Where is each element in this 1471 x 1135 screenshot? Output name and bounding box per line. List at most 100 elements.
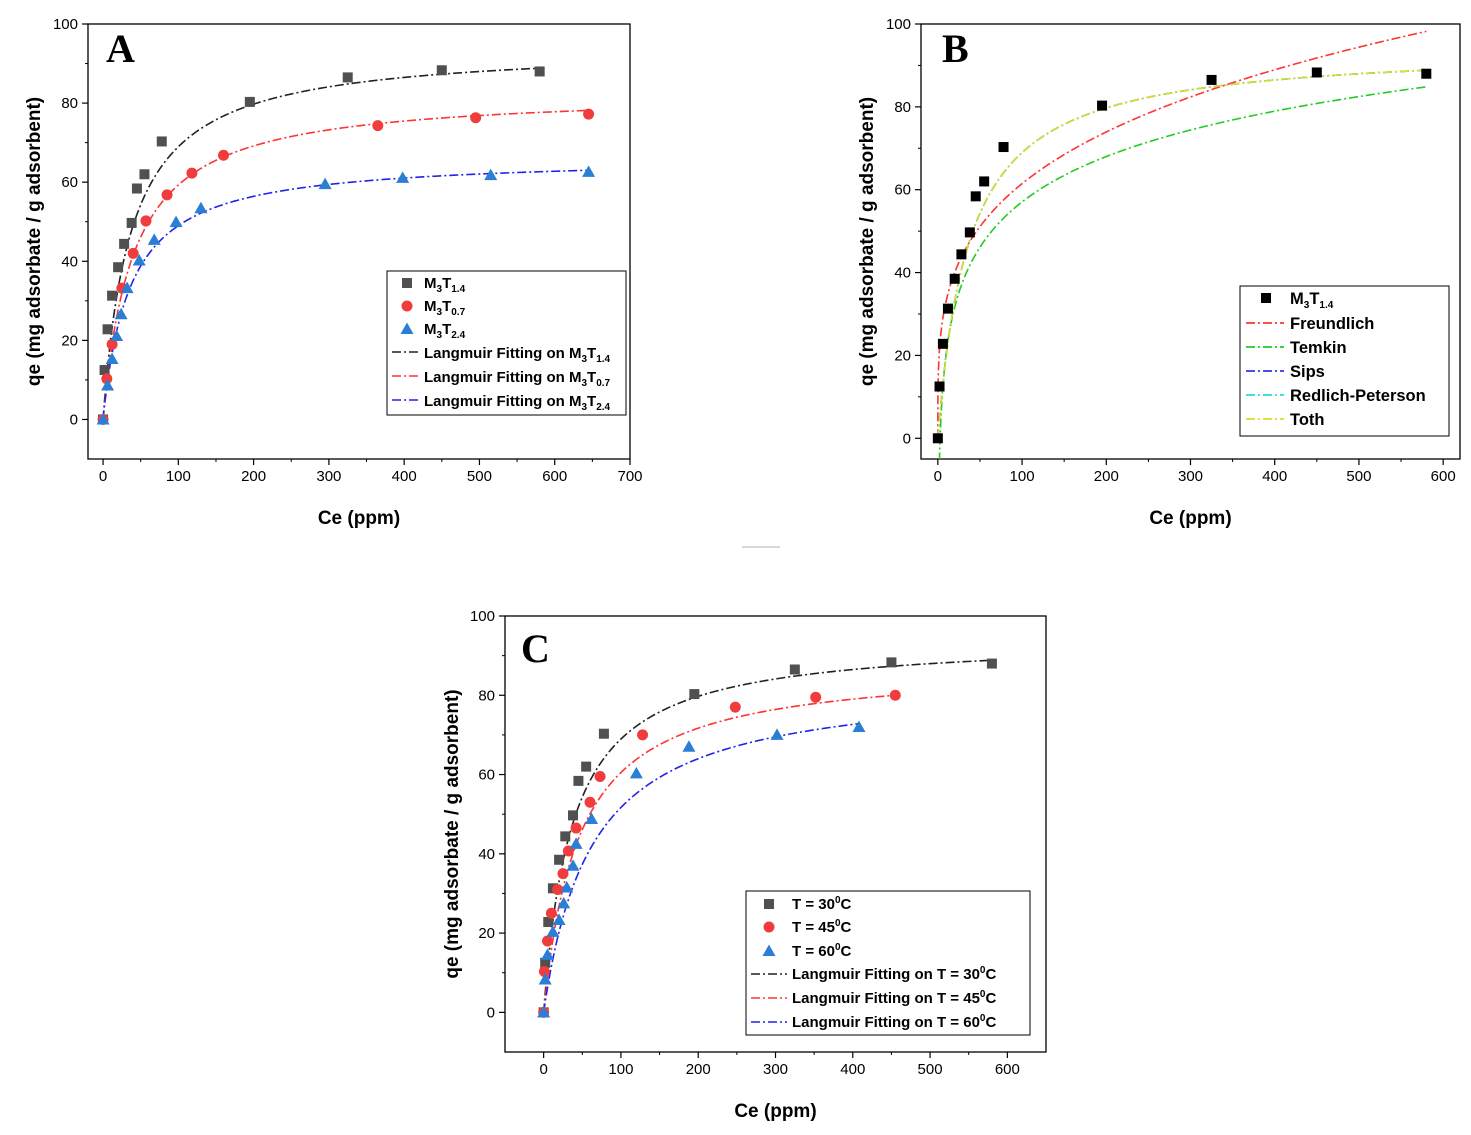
- fit-curve: [102, 67, 540, 420]
- y-axis-label: qe (mg adsorbate / g adsorbent): [442, 689, 463, 978]
- legend-marker: [402, 278, 412, 288]
- text-span: 2.4: [451, 330, 465, 341]
- legend-marker: [401, 300, 413, 312]
- data-point: [964, 227, 975, 238]
- y-tick-label: 60: [61, 174, 78, 191]
- fit-curve: [542, 722, 860, 1013]
- x-tick-label: 300: [316, 468, 341, 485]
- data-point: [139, 169, 150, 180]
- legend-entry: T = 600C: [792, 942, 852, 960]
- y-tick-label: 0: [903, 430, 911, 447]
- y-tick-label: 100: [470, 608, 495, 625]
- y-tick-label: 100: [53, 16, 78, 33]
- data-point: [542, 935, 554, 947]
- x-axis-label: Ce (ppm): [734, 1101, 816, 1122]
- data-point: [998, 142, 1009, 153]
- y-tick-label: 20: [61, 332, 78, 349]
- plot-frame: [87, 23, 631, 460]
- legend-box: [745, 890, 1031, 1036]
- legend-marker: [763, 921, 775, 933]
- x-tick-label: 700: [617, 468, 642, 485]
- legend-entry: Temkin: [1290, 339, 1347, 357]
- data-point: [886, 657, 897, 668]
- text-span: T: [442, 321, 451, 338]
- data-point: [570, 822, 582, 834]
- legend-entry: Langmuir Fitting on T = 300C: [792, 965, 996, 983]
- legend-box: [386, 270, 627, 416]
- data-point: [127, 247, 139, 259]
- x-tick-label: 100: [608, 1061, 633, 1078]
- data-point: [119, 238, 130, 249]
- legend-entry: Langmuir Fitting on M3T0.7: [424, 369, 611, 389]
- x-tick-label: 300: [763, 1061, 788, 1078]
- text-span: 0.7: [451, 307, 465, 318]
- x-tick-label: 0: [934, 468, 942, 485]
- x-tick-label: 200: [241, 468, 266, 485]
- legend-entry: Freundlich: [1290, 315, 1374, 333]
- x-tick-label: 500: [918, 1061, 943, 1078]
- text-span: 3: [437, 307, 443, 318]
- fit-curve: [542, 659, 992, 1013]
- text-span: M: [424, 298, 437, 315]
- data-point: [194, 201, 208, 214]
- legend-entry: M3T0.7: [424, 298, 466, 318]
- text-span: Langmuir Fitting on T = 45: [792, 990, 980, 1007]
- legend-entry: M3T2.4: [424, 321, 466, 341]
- data-point: [584, 796, 596, 808]
- panel-a-chart: 0 100 200 300 400 500 600 700 0 20 40 60 80 100 Ce (pp…: [24, 16, 643, 529]
- legend-entry: M3T1.4: [424, 275, 466, 295]
- fit-curve: [937, 69, 1427, 439]
- panel-b-chart: 0 100 200 300 400 500 600 0 20 40 60 80 100 Ce (ppm) q…: [857, 16, 1461, 529]
- legend-marker: [762, 944, 776, 956]
- data-point: [107, 290, 118, 301]
- y-axis-label: qe (mg adsorbate / g adsorbent): [24, 97, 45, 386]
- text-span: T = 45: [792, 919, 835, 936]
- legend-entry: Langmuir Fitting on T = 600C: [792, 1013, 996, 1031]
- y-tick-label: 60: [894, 182, 911, 199]
- data-point: [541, 948, 555, 960]
- data-point: [552, 883, 564, 895]
- data-point: [396, 171, 410, 183]
- legend-entry: Sips: [1290, 363, 1325, 381]
- text-span: M: [424, 321, 437, 338]
- data-point: [132, 253, 146, 266]
- x-tick-label: 400: [392, 468, 417, 485]
- data-point: [126, 217, 137, 228]
- data-point: [573, 775, 584, 786]
- data-point: [934, 381, 945, 392]
- text-span: 0: [980, 1013, 986, 1024]
- legend-entry: Langmuir Fitting on M3T2.4: [424, 393, 611, 413]
- legend-box: [1239, 285, 1450, 437]
- x-tick-label: 100: [166, 468, 191, 485]
- data-point: [147, 233, 161, 245]
- data-point: [689, 689, 700, 700]
- data-point: [342, 72, 353, 83]
- text-span: T: [587, 345, 596, 362]
- legend-entry: T = 300C: [792, 895, 852, 913]
- text-span: Langmuir Fitting on M: [424, 345, 581, 362]
- data-point: [582, 165, 596, 177]
- text-span: C: [841, 919, 852, 936]
- legend-entry: Langmuir Fitting on M3T1.4: [424, 345, 611, 365]
- fit-curve: [938, 86, 1427, 459]
- text-span: Langmuir Fitting on T = 30: [792, 966, 980, 983]
- data-point: [106, 338, 118, 350]
- y-tick-label: 0: [70, 411, 78, 428]
- panel-label: C: [521, 626, 550, 671]
- data-point: [1206, 74, 1217, 85]
- data-point: [568, 810, 579, 821]
- legend-marker: [1261, 293, 1271, 303]
- y-tick-label: 40: [478, 846, 495, 863]
- y-axis-label: qe (mg adsorbate / g adsorbent): [857, 97, 878, 386]
- text-span: 3: [437, 330, 443, 341]
- text-span: 0.7: [596, 378, 610, 389]
- y-tick-label: 20: [478, 925, 495, 942]
- x-tick-label: 500: [467, 468, 492, 485]
- x-axis-label: Ce (ppm): [1149, 508, 1231, 529]
- data-point: [140, 215, 152, 227]
- data-point: [585, 812, 599, 824]
- data-point: [986, 658, 997, 669]
- data-point: [372, 120, 384, 132]
- data-point: [770, 728, 784, 740]
